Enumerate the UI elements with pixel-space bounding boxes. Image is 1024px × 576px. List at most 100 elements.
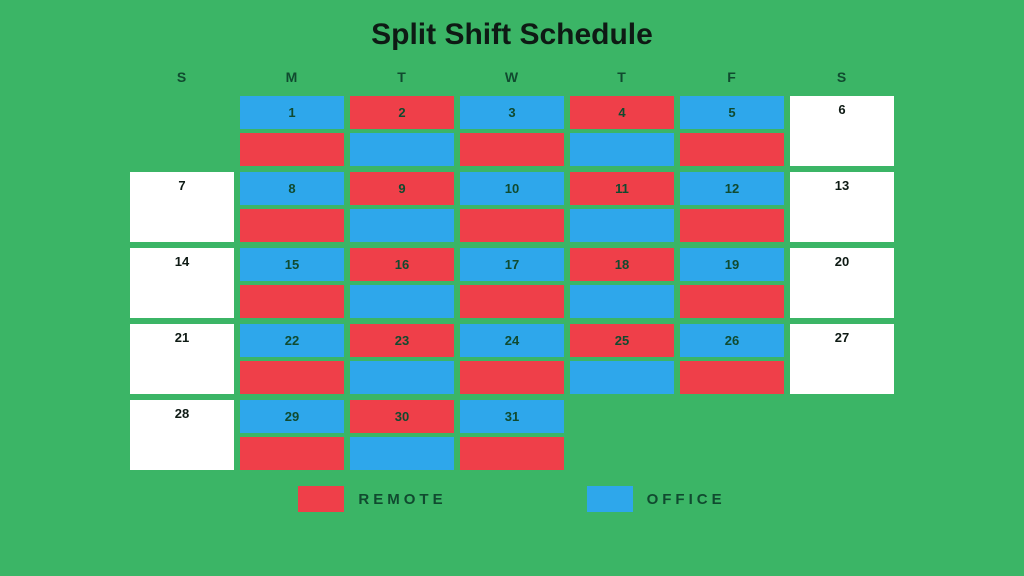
day-number: 27 (790, 324, 894, 394)
legend-label-remote: REMOTE (358, 491, 446, 508)
calendar-cell-weekend: 7 (130, 172, 234, 242)
day-number: 31 (505, 409, 519, 424)
shift-top: 24 (460, 324, 564, 357)
shift-bottom (570, 209, 674, 242)
calendar-grid: SMTWTFS123456789101112131415161718192021… (130, 64, 894, 470)
legend-item-office: OFFICE (587, 486, 726, 512)
day-number: 19 (725, 257, 739, 272)
shift-top: 31 (460, 400, 564, 433)
legend-swatch-remote (298, 486, 344, 512)
day-number: 4 (618, 105, 625, 120)
shift-bottom (680, 361, 784, 394)
day-number: 2 (398, 105, 405, 120)
day-number: 11 (615, 181, 629, 196)
calendar-cell-split: 22 (240, 324, 344, 394)
shift-top: 22 (240, 324, 344, 357)
shift-top: 2 (350, 96, 454, 129)
calendar-cell-blank (680, 400, 784, 470)
day-number: 17 (505, 257, 519, 272)
calendar-cell-blank (130, 96, 234, 166)
day-number: 25 (615, 333, 629, 348)
calendar-cell-split: 26 (680, 324, 784, 394)
shift-bottom (570, 285, 674, 318)
legend: REMOTE OFFICE (298, 486, 725, 512)
day-number: 24 (505, 333, 519, 348)
calendar-cell-weekend: 20 (790, 248, 894, 318)
day-number: 21 (130, 324, 234, 394)
shift-bottom (460, 437, 564, 470)
shift-top: 23 (350, 324, 454, 357)
day-number: 10 (505, 181, 519, 196)
day-number: 13 (790, 172, 894, 242)
calendar-cell-split: 10 (460, 172, 564, 242)
day-number: 12 (725, 181, 739, 196)
day-number: 26 (725, 333, 739, 348)
day-number: 5 (728, 105, 735, 120)
shift-bottom (460, 209, 564, 242)
shift-top: 25 (570, 324, 674, 357)
shift-top: 17 (460, 248, 564, 281)
day-number: 22 (285, 333, 299, 348)
shift-top: 18 (570, 248, 674, 281)
day-header: S (130, 64, 234, 90)
calendar-cell-split: 9 (350, 172, 454, 242)
day-number: 6 (790, 96, 894, 166)
day-number: 7 (130, 172, 234, 242)
day-number: 1 (288, 105, 295, 120)
shift-top: 4 (570, 96, 674, 129)
calendar-cell-blank (570, 400, 674, 470)
calendar-cell-split: 3 (460, 96, 564, 166)
calendar-cell-split: 2 (350, 96, 454, 166)
shift-bottom (680, 209, 784, 242)
calendar-cell-split: 1 (240, 96, 344, 166)
calendar-cell-split: 8 (240, 172, 344, 242)
shift-top: 30 (350, 400, 454, 433)
shift-bottom (240, 133, 344, 166)
calendar-cell-split: 5 (680, 96, 784, 166)
day-number: 30 (395, 409, 409, 424)
shift-top: 12 (680, 172, 784, 205)
calendar-cell-split: 19 (680, 248, 784, 318)
day-number: 14 (130, 248, 234, 318)
day-header: W (460, 64, 564, 90)
day-header: T (350, 64, 454, 90)
day-number: 29 (285, 409, 299, 424)
calendar-cell-split: 31 (460, 400, 564, 470)
day-header: T (570, 64, 674, 90)
shift-top: 5 (680, 96, 784, 129)
calendar-cell-split: 23 (350, 324, 454, 394)
calendar-cell-split: 17 (460, 248, 564, 318)
shift-bottom (350, 437, 454, 470)
shift-top: 1 (240, 96, 344, 129)
calendar-cell-split: 16 (350, 248, 454, 318)
page-title: Split Shift Schedule (371, 18, 653, 52)
calendar-cell-split: 15 (240, 248, 344, 318)
calendar-cell-split: 18 (570, 248, 674, 318)
shift-bottom (350, 133, 454, 166)
shift-bottom (240, 437, 344, 470)
legend-swatch-office (587, 486, 633, 512)
day-header: S (790, 64, 894, 90)
shift-top: 8 (240, 172, 344, 205)
shift-bottom (460, 285, 564, 318)
shift-top: 19 (680, 248, 784, 281)
shift-top: 11 (570, 172, 674, 205)
calendar-cell-weekend: 13 (790, 172, 894, 242)
shift-bottom (240, 361, 344, 394)
shift-top: 10 (460, 172, 564, 205)
shift-bottom (350, 285, 454, 318)
shift-bottom (240, 285, 344, 318)
calendar-cell-split: 4 (570, 96, 674, 166)
shift-bottom (350, 209, 454, 242)
day-number: 9 (398, 181, 405, 196)
calendar-cell-split: 29 (240, 400, 344, 470)
day-number: 20 (790, 248, 894, 318)
day-header: F (680, 64, 784, 90)
shift-bottom (680, 133, 784, 166)
shift-top: 3 (460, 96, 564, 129)
shift-bottom (240, 209, 344, 242)
day-number: 18 (615, 257, 629, 272)
calendar-cell-blank (790, 400, 894, 470)
legend-item-remote: REMOTE (298, 486, 446, 512)
shift-bottom (570, 133, 674, 166)
